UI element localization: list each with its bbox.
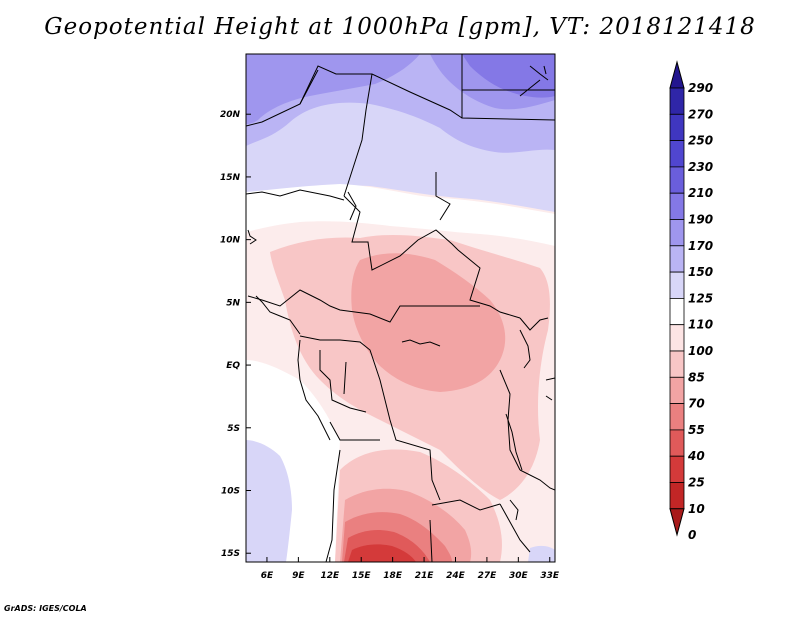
lon-tick-label: 9E [292,571,305,581]
chart-title: Geopotential Height at 1000hPa [gpm], VT… [44,14,756,40]
lat-tick-label: 5S [227,424,240,434]
field-southwest-150 [246,440,292,562]
colorbar-label: 290 [688,81,713,95]
colorbar-segment [669,403,685,431]
lon-tick-label: 27E [478,571,498,581]
colorbar-segment [669,455,685,483]
colorbar-label: 70 [688,397,705,411]
grads-credit: GrADS: IGES/COLA [4,604,87,613]
colorbar-label: 0 [688,528,696,542]
map-panel [246,54,555,562]
lat-tick-label: 20N [220,110,241,120]
colorbar-segment [669,324,685,352]
colorbar-label: 210 [688,186,713,200]
colorbar-segment [669,192,685,220]
lon-tick-label: 33E [540,571,560,581]
colorbar-label: 190 [688,213,713,227]
colorbar-label: 25 [688,476,705,490]
colorbar-segment [669,87,685,115]
lat-tick-label: 10N [220,236,241,246]
colorbar-segment [669,376,685,404]
colorbar-label: 250 [688,134,713,148]
colorbar-label: 40 [687,449,705,463]
lon-tick-label: 15E [352,571,372,581]
field-north-190 [246,54,420,124]
colorbar-label: 85 [688,370,705,384]
lon-tick-label: 12E [320,571,340,581]
colorbar-segment [669,219,685,247]
colorbar-label: 100 [688,344,713,358]
lat-tick-label: EQ [226,361,240,371]
colorbar-label: 55 [688,423,705,437]
colorbar-top-arrow [669,60,685,89]
colorbar-label: 110 [688,318,713,332]
lon-tick-label: 6E [261,571,274,581]
field-white-band [246,184,555,246]
colorbar: 2902702502302101901701501251101008570554… [669,60,713,542]
lat-tick-label: 15N [220,173,241,183]
field-central-85 [351,253,506,392]
colorbar-segment [669,140,685,168]
colorbar-bottom-arrow [669,508,685,537]
lat-tick-label: 15S [221,549,240,559]
lat-tick-label: 5N [226,298,240,308]
colorbar-segment [669,350,685,378]
colorbar-label: 125 [688,291,713,305]
colorbar-segment [669,245,685,273]
colorbar-label: 230 [688,160,713,174]
colorbar-segment [669,297,685,326]
colorbar-label: 270 [688,107,713,121]
colorbar-segment [669,166,685,194]
lat-tick-label: 10S [221,487,240,497]
latitude-axis: 20N 15N 10N 5N EQ 5S 10S 15S [220,110,251,559]
map-frame [245,53,556,563]
field-southeast-blue [528,545,555,562]
colorbar-segment [669,113,685,142]
colorbar-label: 150 [688,265,713,279]
longitude-axis: 6E 9E 12E 15E 18E 21E 24E 27E 30E 33E [261,557,560,581]
lon-tick-label: 18E [383,571,403,581]
colorbar-label: 10 [688,502,705,516]
colorbar-segment [669,429,685,457]
field-south-25 [348,544,416,562]
colorbar-segment [669,271,685,299]
country-borders [246,54,555,562]
lon-tick-label: 30E [509,571,529,581]
colorbar-label: 170 [688,239,713,253]
lon-tick-label: 24E [446,571,466,581]
colorbar-segment [669,482,685,510]
lon-tick-label: 21E [415,571,435,581]
